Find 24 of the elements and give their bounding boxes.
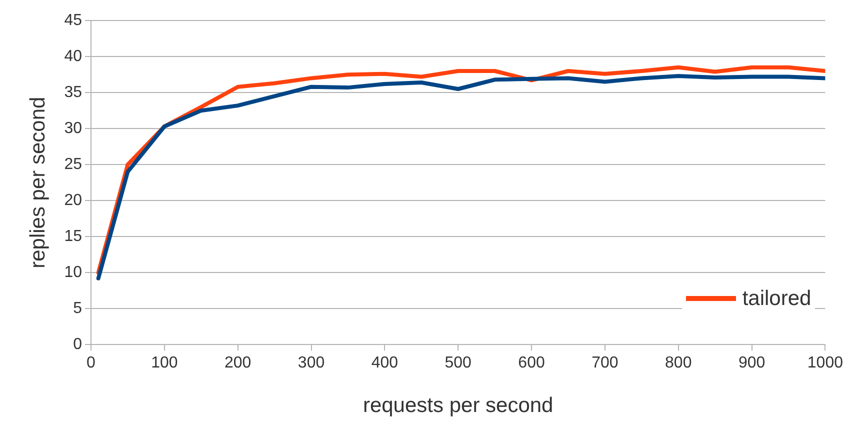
x-tick-label: 400 <box>371 354 398 372</box>
y-tick-label: 0 <box>73 336 82 354</box>
y-tick-label: 30 <box>64 120 82 138</box>
x-tick-label: 300 <box>298 354 325 372</box>
y-tick-label: 45 <box>64 12 82 30</box>
x-tick-label: 800 <box>665 354 692 372</box>
y-tick-label: 10 <box>64 264 82 282</box>
x-axis-title: requests per second <box>362 394 554 418</box>
y-tick-label: 40 <box>64 48 82 66</box>
x-tick-label: 200 <box>224 354 252 372</box>
x-tick-label: 900 <box>738 354 766 372</box>
x-tick-label: 600 <box>518 354 545 372</box>
y-tick-label: 25 <box>64 156 82 174</box>
x-tick-label: 500 <box>444 354 472 372</box>
x-tick-label: 0 <box>86 354 96 372</box>
y-tick-label: 35 <box>64 84 82 102</box>
y-tick-label: 20 <box>64 192 82 210</box>
y-tick-label: 5 <box>73 300 82 318</box>
x-tick-label: 100 <box>151 354 178 372</box>
y-tick-label: 15 <box>64 228 82 246</box>
y-axis-title: replies per second <box>26 96 50 268</box>
legend-label: tailored <box>742 286 812 311</box>
x-tick-label: 700 <box>592 354 618 372</box>
x-tick-label: 1000 <box>807 354 844 372</box>
